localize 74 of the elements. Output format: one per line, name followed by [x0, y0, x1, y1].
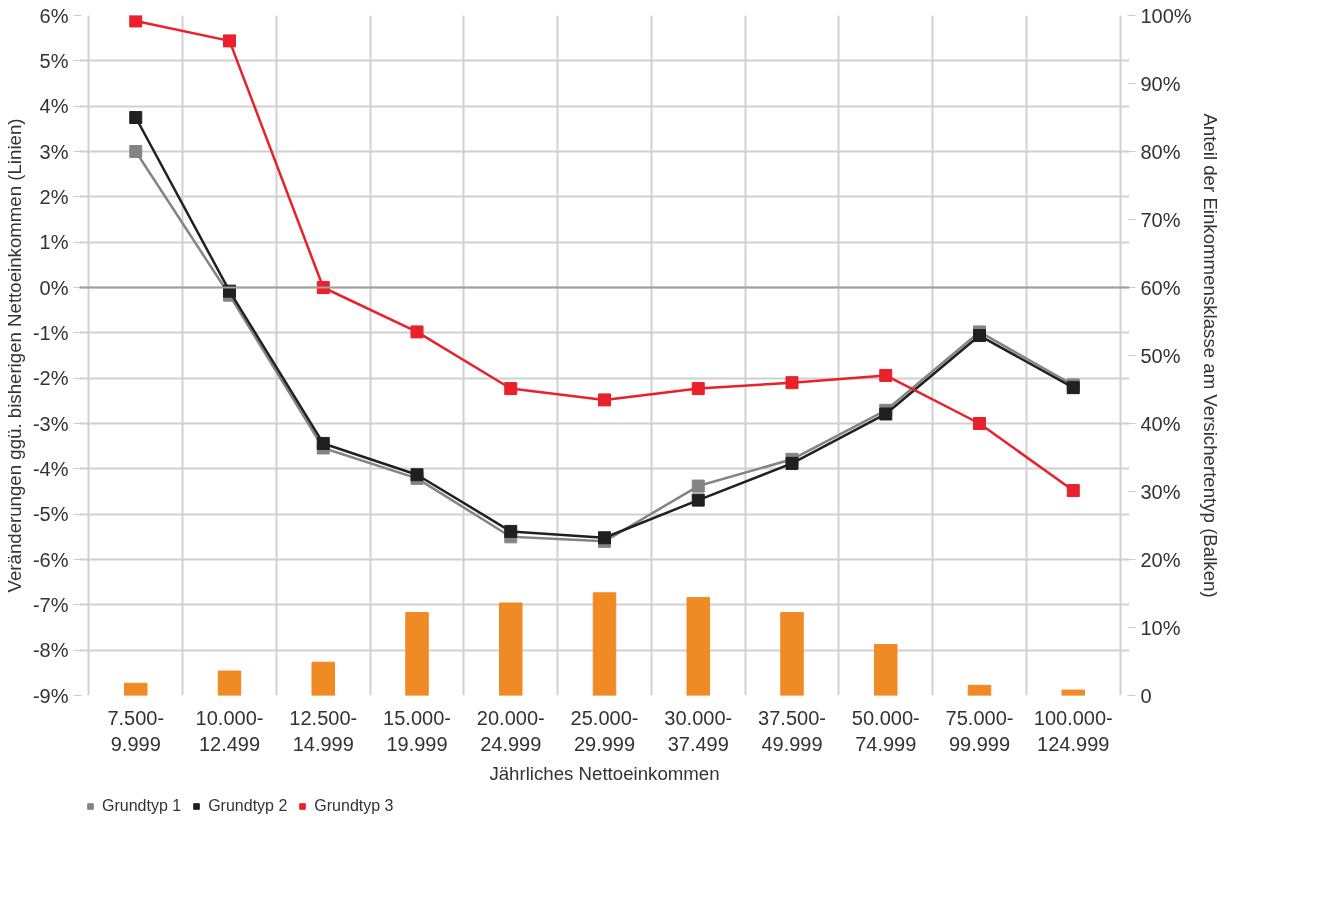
y-tick-label: -9%: [32, 684, 69, 707]
bar: [780, 612, 804, 696]
point: [316, 436, 330, 450]
y-tick-label: 2%: [39, 185, 69, 208]
point: [879, 368, 893, 382]
bar: [311, 661, 335, 696]
x-tick-label: 50.000- 74.999: [851, 706, 920, 755]
point: [691, 493, 705, 507]
y-tick-label: 5%: [39, 49, 69, 72]
y-tick-label: 4%: [39, 95, 69, 118]
bar: [967, 684, 992, 696]
y-tick-label: -7%: [32, 593, 69, 616]
point: [691, 382, 705, 396]
y2-tick-label: 90%: [1140, 72, 1181, 95]
point: [691, 479, 705, 493]
bar: [592, 592, 617, 696]
bar: [217, 670, 242, 696]
point: [785, 376, 799, 390]
point: [129, 15, 143, 28]
y2-tick-label: 20%: [1140, 548, 1181, 571]
y2-tick-label: 0: [1140, 684, 1152, 707]
bar: [874, 644, 898, 696]
point: [879, 407, 893, 421]
legend-label: Grundtyp 1: [102, 797, 182, 815]
point: [504, 382, 518, 396]
y2-tick-label: 10%: [1140, 616, 1181, 639]
point: [129, 111, 143, 124]
point: [785, 456, 799, 470]
point: [973, 329, 986, 343]
x-tick-label: 100.000- 124.999: [1033, 706, 1113, 755]
bar: [686, 597, 710, 696]
y-axis-title: Veränderungen ggü. bisherigen Nettoeinkommen (Linien): [3, 118, 25, 593]
x-tick-label: 37.500- 49.999: [758, 706, 826, 755]
y-tick-label: -3%: [32, 412, 69, 435]
x-tick-label: 10.000- 12.499: [195, 706, 264, 755]
y2-tick-label: 50%: [1140, 344, 1181, 367]
y2-tick-label: 40%: [1140, 412, 1181, 435]
bar: [499, 602, 523, 696]
y-tick-label: -8%: [32, 639, 69, 662]
legend-label: Grundtyp 2: [208, 797, 288, 815]
y2-tick-label: 30%: [1140, 480, 1181, 503]
y-tick-label: 0%: [39, 276, 69, 299]
x-tick-label: 30.000- 37.499: [664, 706, 733, 755]
point: [598, 393, 611, 407]
y-tick-label: -2%: [32, 367, 69, 390]
x-tick-label: 75.000- 99.999: [945, 706, 1014, 755]
point: [223, 34, 236, 48]
y-tick-label: -1%: [32, 321, 69, 344]
point: [973, 417, 986, 430]
point: [504, 524, 518, 538]
x-tick-label: 7.500- 9.999: [107, 706, 165, 755]
bar: [405, 612, 429, 696]
x-tick-label: 12.500- 14.999: [289, 706, 358, 755]
point: [1066, 484, 1080, 498]
bar: [124, 682, 148, 696]
y-tick-label: -5%: [32, 503, 69, 526]
bar: [1061, 689, 1085, 696]
y-tick-label: 6%: [39, 4, 69, 27]
y2-tick-label: 60%: [1140, 276, 1181, 299]
point: [410, 325, 424, 339]
y2-tick-label: 80%: [1140, 140, 1181, 163]
x-tick-label: 25.000- 29.999: [570, 706, 639, 755]
legend-label: Grundtyp 3: [314, 797, 394, 815]
x-axis-title: Jährliches Nettoeinkommen: [489, 762, 720, 784]
y2-axis-title: Anteil der Einkommensklasse am Versichertentyp (Balken): [1199, 113, 1221, 598]
x-tick-label: 15.000- 19.999: [383, 706, 451, 755]
y2-tick-label: 70%: [1140, 208, 1181, 231]
x-tick-label: 20.000- 24.999: [476, 706, 545, 755]
y-tick-label: -6%: [32, 548, 69, 571]
y-tick-label: 1%: [39, 231, 69, 254]
point: [129, 145, 143, 158]
y2-tick-label: 100%: [1140, 4, 1192, 27]
y-tick-label: 3%: [39, 140, 69, 163]
y-tick-label: -4%: [32, 457, 69, 480]
